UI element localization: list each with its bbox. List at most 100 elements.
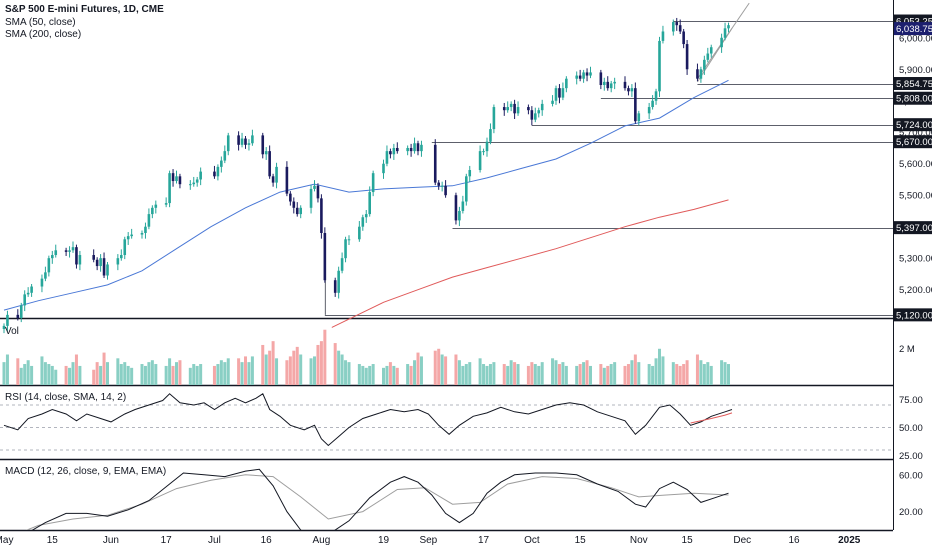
volume-bar[interactable] <box>440 354 444 386</box>
volume-bar[interactable] <box>444 356 448 385</box>
candle-body[interactable] <box>651 100 654 108</box>
volume-bar[interactable] <box>168 358 172 385</box>
candle-body[interactable] <box>506 107 509 111</box>
candle-body[interactable] <box>585 72 589 76</box>
volume-bar[interactable] <box>623 365 627 385</box>
volume-bar[interactable] <box>219 360 223 385</box>
volume-bar[interactable] <box>347 362 351 385</box>
volume-bar[interactable] <box>392 365 396 385</box>
candle-body[interactable] <box>589 72 592 76</box>
volume-bar[interactable] <box>468 362 472 385</box>
candle-body[interactable] <box>461 201 465 211</box>
volume-bar[interactable] <box>682 364 686 385</box>
volume-bar[interactable] <box>599 364 603 385</box>
candle-body[interactable] <box>468 170 472 177</box>
candle-body[interactable] <box>368 192 371 215</box>
candle-body[interactable] <box>47 258 51 273</box>
volume-bar[interactable] <box>16 358 20 385</box>
candle-body[interactable] <box>199 171 202 180</box>
candle-body[interactable] <box>75 247 78 265</box>
candle-body[interactable] <box>723 28 727 38</box>
volume-bar[interactable] <box>454 354 458 386</box>
volume-bar[interactable] <box>561 362 565 385</box>
candle-body[interactable] <box>289 193 292 202</box>
volume-bar[interactable] <box>357 364 361 385</box>
candle-body[interactable] <box>251 135 254 144</box>
candle-body[interactable] <box>320 198 323 233</box>
volume-bar[interactable] <box>633 354 637 386</box>
candle-body[interactable] <box>178 176 182 185</box>
volume-bar[interactable] <box>188 367 192 385</box>
candle-body[interactable] <box>292 201 296 208</box>
volume-bar[interactable] <box>313 356 316 385</box>
candle-body[interactable] <box>364 214 368 218</box>
candle-body[interactable] <box>703 59 706 70</box>
volume-bar[interactable] <box>502 364 506 385</box>
volume-bar[interactable] <box>264 354 268 386</box>
candle-body[interactable] <box>123 239 127 256</box>
volume-bar[interactable] <box>344 360 348 385</box>
candle-body[interactable] <box>99 258 102 267</box>
candle-body[interactable] <box>382 163 385 174</box>
candle-body[interactable] <box>478 151 482 171</box>
volume-bar[interactable] <box>333 343 337 385</box>
candle-body[interactable] <box>340 258 344 271</box>
candle-body[interactable] <box>658 40 661 92</box>
volume-bar[interactable] <box>658 348 661 385</box>
volume-bar[interactable] <box>126 365 130 385</box>
volume-bar[interactable] <box>337 350 341 385</box>
candle-body[interactable] <box>420 144 423 152</box>
volume-bar[interactable] <box>564 365 568 385</box>
candle-body[interactable] <box>268 151 271 177</box>
candle-body[interactable] <box>2 325 6 330</box>
volume-bar[interactable] <box>102 352 106 385</box>
volume-bar[interactable] <box>119 364 123 385</box>
volume-bar[interactable] <box>382 367 385 385</box>
candle-body[interactable] <box>672 22 675 32</box>
volume-bar[interactable] <box>530 362 534 385</box>
candle-body[interactable] <box>416 143 420 152</box>
candle-body[interactable] <box>78 255 82 265</box>
candle-body[interactable] <box>561 88 565 98</box>
candle-body[interactable] <box>240 138 244 145</box>
volume-bar[interactable] <box>551 358 555 385</box>
volume-bar[interactable] <box>40 356 44 385</box>
candle-body[interactable] <box>530 110 534 120</box>
candle-body[interactable] <box>433 144 437 183</box>
volume-bar[interactable] <box>50 365 54 385</box>
candle-body[interactable] <box>630 88 634 92</box>
volume-bar[interactable] <box>212 365 216 385</box>
volume-bar[interactable] <box>395 367 399 385</box>
candle-body[interactable] <box>558 88 561 98</box>
volume-bar[interactable] <box>78 365 82 385</box>
candle-body[interactable] <box>151 207 154 215</box>
candle-body[interactable] <box>247 143 251 145</box>
candle-body[interactable] <box>582 72 585 79</box>
volume-bar[interactable] <box>99 365 103 385</box>
volume-bar[interactable] <box>513 362 517 385</box>
candle-body[interactable] <box>44 272 47 279</box>
candle-body[interactable] <box>654 91 658 101</box>
volume-bar[interactable] <box>492 362 496 385</box>
candle-body[interactable] <box>192 182 196 185</box>
volume-bar[interactable] <box>295 346 299 385</box>
candle-body[interactable] <box>323 232 327 281</box>
candle-body[interactable] <box>627 88 630 92</box>
candle-body[interactable] <box>175 176 178 182</box>
volume-bar[interactable] <box>47 364 51 385</box>
volume-bar[interactable] <box>699 360 703 385</box>
candle-body[interactable] <box>489 129 492 142</box>
candle-body[interactable] <box>147 214 151 227</box>
candle-body[interactable] <box>337 270 340 293</box>
candle-body[interactable] <box>492 107 496 130</box>
candle-body[interactable] <box>454 195 458 221</box>
candle-body[interactable] <box>603 81 606 86</box>
candle-body[interactable] <box>389 151 392 155</box>
candle-body[interactable] <box>371 173 375 193</box>
candle-body[interactable] <box>458 210 461 221</box>
candle-body[interactable] <box>144 226 147 233</box>
candle-body[interactable] <box>116 258 120 265</box>
candle-body[interactable] <box>502 107 506 111</box>
candle-body[interactable] <box>19 305 23 318</box>
volume-bar[interactable] <box>602 367 606 385</box>
